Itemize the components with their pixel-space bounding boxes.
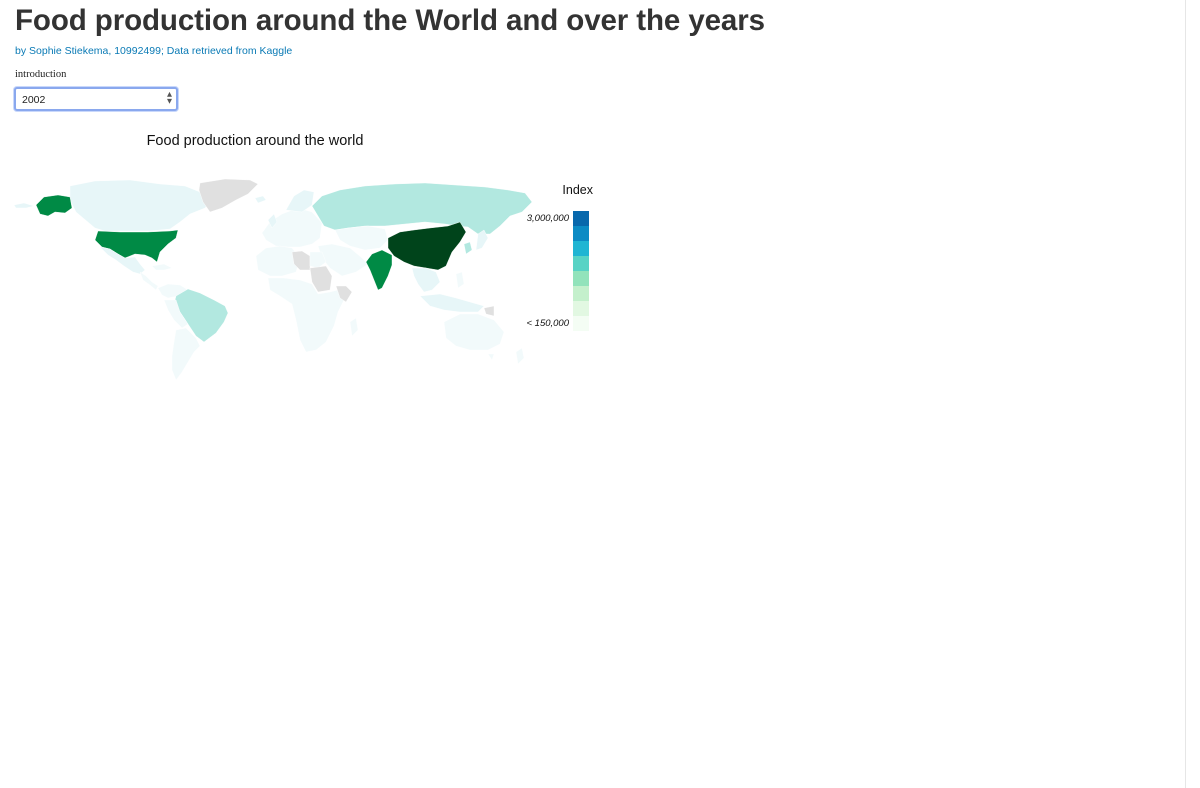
country-aleutians bbox=[13, 202, 35, 209]
country-new-zealand bbox=[515, 347, 525, 365]
introduction-link[interactable]: introduction bbox=[15, 69, 67, 80]
country-greenland bbox=[198, 178, 259, 213]
legend-swatch bbox=[573, 211, 589, 226]
legend-swatch bbox=[573, 241, 589, 256]
country-scandinavia bbox=[285, 189, 315, 213]
legend-swatches bbox=[573, 211, 589, 331]
legend-swatch bbox=[573, 286, 589, 301]
world-map-chart: Food production around the world bbox=[13, 133, 594, 381]
year-select[interactable]: 2002 ▲ ▼ bbox=[14, 87, 178, 111]
page-scroll-edge bbox=[1185, 0, 1186, 788]
country-japan bbox=[475, 229, 489, 251]
legend-swatch bbox=[573, 256, 589, 271]
country-argentina-chile bbox=[171, 327, 201, 381]
country-se-asia bbox=[411, 267, 441, 293]
legend-swatch bbox=[573, 301, 589, 316]
country-india bbox=[365, 249, 393, 291]
country-sudan bbox=[309, 265, 333, 293]
country-middle-east bbox=[317, 243, 369, 277]
country-mexico bbox=[99, 246, 146, 275]
legend-min-label: < 150,000 bbox=[526, 318, 569, 329]
country-madagascar bbox=[349, 317, 359, 337]
map-title: Food production around the world bbox=[147, 133, 364, 149]
country-png bbox=[483, 305, 495, 317]
country-philippines bbox=[455, 271, 465, 289]
country-horn-of-africa bbox=[335, 285, 353, 303]
country-australia bbox=[443, 313, 505, 351]
select-arrows-icon: ▲ ▼ bbox=[167, 90, 172, 105]
legend-max-label: 3,000,000 bbox=[527, 213, 570, 224]
country-uk bbox=[267, 213, 278, 229]
legend-title: Index bbox=[562, 183, 593, 197]
country-alaska bbox=[35, 194, 73, 217]
country-sub-saharan bbox=[267, 277, 347, 353]
country-peru-bolivia bbox=[163, 299, 189, 329]
legend-swatch bbox=[573, 316, 589, 331]
country-usa bbox=[94, 229, 179, 263]
country-europe bbox=[261, 207, 323, 248]
country-china bbox=[387, 221, 467, 271]
country-tasmania bbox=[487, 353, 495, 361]
country-libya bbox=[291, 250, 311, 271]
country-egypt bbox=[309, 251, 327, 269]
page-title: Food production around the World and ove… bbox=[15, 4, 765, 37]
country-central-asia bbox=[334, 225, 389, 251]
country-caribbean bbox=[151, 263, 173, 271]
country-indonesia bbox=[419, 293, 485, 313]
country-korea bbox=[463, 241, 473, 255]
legend-swatch bbox=[573, 226, 589, 241]
year-select-value: 2002 bbox=[22, 94, 46, 106]
country-iceland bbox=[254, 195, 267, 204]
byline: by Sophie Stiekema, 10992499; Data retri… bbox=[15, 45, 293, 57]
country-central-america bbox=[139, 271, 159, 291]
country-canada bbox=[69, 179, 213, 232]
country-russia bbox=[311, 182, 533, 235]
map-countries bbox=[13, 178, 533, 381]
legend-swatch bbox=[573, 271, 589, 286]
